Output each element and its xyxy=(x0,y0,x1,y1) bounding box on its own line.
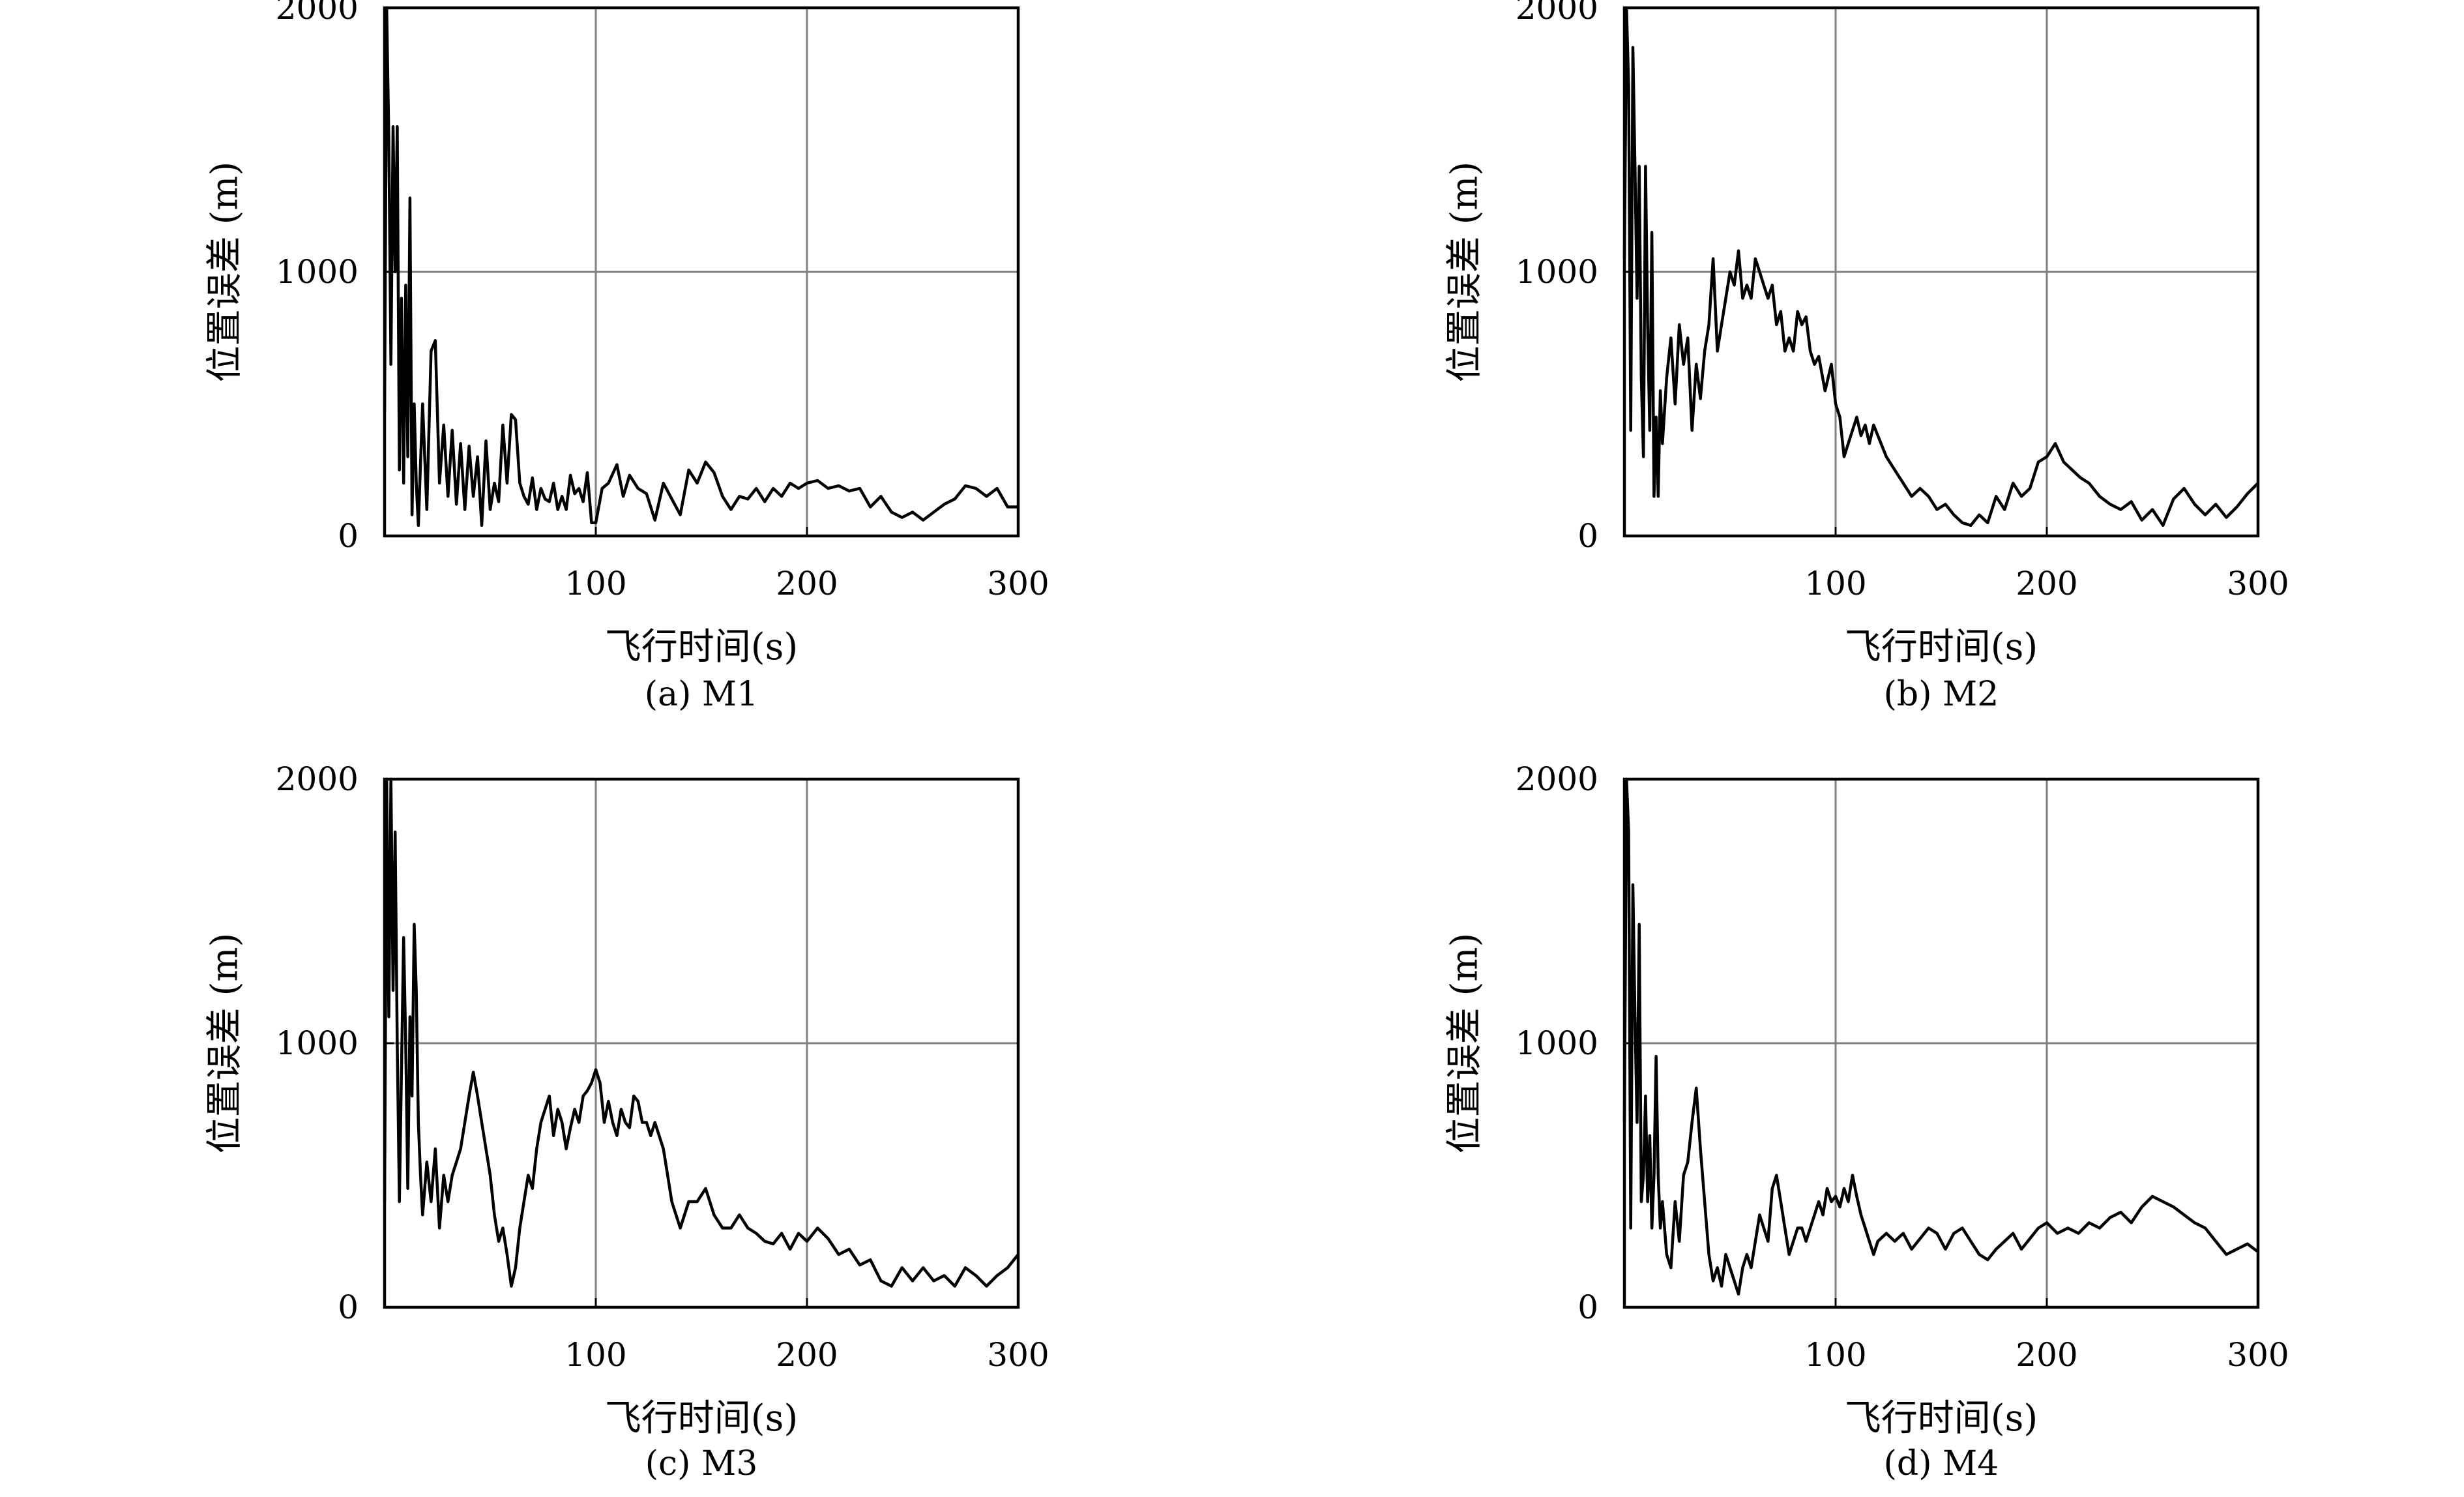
x-tick-label: 100 xyxy=(1804,565,1866,602)
subfigure-caption: (d) M4 xyxy=(1883,1444,1999,1483)
y-tick-label: 0 xyxy=(1577,517,1598,555)
y-tick-label: 0 xyxy=(1577,1288,1598,1326)
y-tick-label: 2000 xyxy=(1516,0,1598,27)
x-tick-label: 100 xyxy=(565,565,626,602)
x-axis-label: 飞行时间(s) xyxy=(1844,626,2038,668)
y-axis-label: 位置误差 (m) xyxy=(1443,932,1486,1154)
series-line xyxy=(383,6,1018,527)
series-line xyxy=(1622,6,2259,527)
y-tick-label: 1000 xyxy=(1516,1024,1598,1062)
x-axis-label: 飞行时间(s) xyxy=(604,626,799,668)
y-tick-label: 0 xyxy=(338,1288,359,1326)
y-tick-label: 1000 xyxy=(276,253,359,291)
series-line xyxy=(1622,777,2259,1296)
x-tick-label: 300 xyxy=(987,565,1049,602)
y-tick-label: 0 xyxy=(338,517,359,555)
subfigure-caption: (c) M3 xyxy=(645,1444,758,1483)
x-tick-label: 100 xyxy=(1804,1336,1866,1374)
x-axis-label: 飞行时间(s) xyxy=(604,1397,799,1440)
series-line xyxy=(383,777,1019,1288)
y-tick-label: 2000 xyxy=(276,760,359,798)
y-tick-label: 2000 xyxy=(276,0,359,27)
x-tick-label: 300 xyxy=(2227,565,2289,602)
x-tick-label: 200 xyxy=(2016,565,2077,602)
subfigure-caption: (b) M2 xyxy=(1883,675,1999,714)
x-tick-label: 200 xyxy=(776,1336,838,1374)
x-tick-label: 200 xyxy=(2016,1336,2077,1374)
y-tick-label: 1000 xyxy=(276,1024,359,1062)
x-tick-label: 300 xyxy=(2227,1336,2289,1374)
y-tick-label: 2000 xyxy=(1516,760,1598,798)
x-tick-label: 100 xyxy=(565,1336,626,1374)
x-tick-label: 300 xyxy=(987,1336,1049,1374)
subfigure-caption: (a) M1 xyxy=(644,675,759,714)
y-tick-label: 1000 xyxy=(1516,253,1598,291)
x-tick-label: 200 xyxy=(776,565,838,602)
x-axis-label: 飞行时间(s) xyxy=(1844,1397,2038,1440)
